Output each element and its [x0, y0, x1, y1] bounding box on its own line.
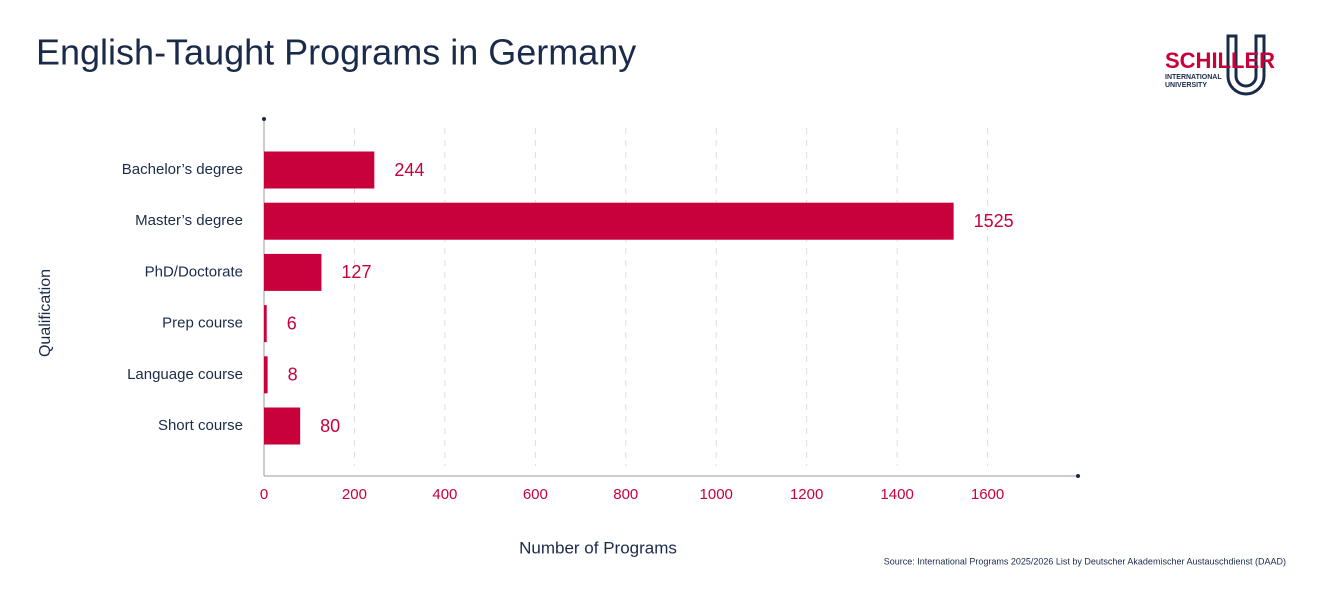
chart-title: English-Taught Programs in Germany — [36, 32, 636, 73]
value-label: 6 — [287, 313, 297, 333]
value-label: 80 — [320, 416, 340, 436]
logo-mark — [1226, 34, 1266, 96]
x-tick-label: 1200 — [790, 486, 823, 503]
logo-name: SCHILLER — [1165, 48, 1275, 73]
bar — [264, 407, 301, 445]
axis-end — [1076, 474, 1080, 478]
bar — [264, 356, 268, 394]
y-tick-label: Master’s degree — [135, 212, 243, 229]
x-tick-label: 600 — [523, 486, 548, 503]
axis-end — [262, 117, 266, 121]
bar — [264, 151, 375, 189]
value-label: 8 — [288, 365, 298, 385]
x-tick-label: 1000 — [700, 486, 733, 503]
x-axis-label: Number of Programs — [519, 538, 677, 557]
y-tick-label: PhD/Doctorate — [145, 263, 243, 280]
bar — [264, 253, 322, 291]
x-tick-label: 200 — [342, 486, 367, 503]
value-label: 1525 — [974, 211, 1014, 231]
value-label: 127 — [341, 262, 371, 282]
y-tick-label: Bachelor’s degree — [122, 161, 243, 178]
bar — [264, 305, 267, 343]
logo-line: INTERNATIONAL — [1165, 74, 1222, 81]
y-tick-label: Language course — [127, 366, 243, 383]
y-axis-label: Qualification — [37, 269, 54, 357]
x-tick-label: 800 — [613, 486, 638, 503]
x-tick-label: 400 — [432, 486, 457, 503]
y-tick-label: Short course — [158, 417, 243, 434]
source: Source: International Programs 2025/2026… — [884, 556, 1286, 566]
x-tick-label: 1400 — [880, 486, 913, 503]
bar — [264, 202, 954, 240]
value-label: 244 — [394, 160, 424, 180]
y-tick-label: Prep course — [162, 315, 243, 332]
logo: SCHILLER INTERNATIONAL UNIVERSITY — [1165, 34, 1275, 96]
x-tick-label: 0 — [260, 486, 268, 503]
logo-line: UNIVERSITY — [1165, 82, 1207, 89]
x-tick-label: 1600 — [971, 486, 1004, 503]
